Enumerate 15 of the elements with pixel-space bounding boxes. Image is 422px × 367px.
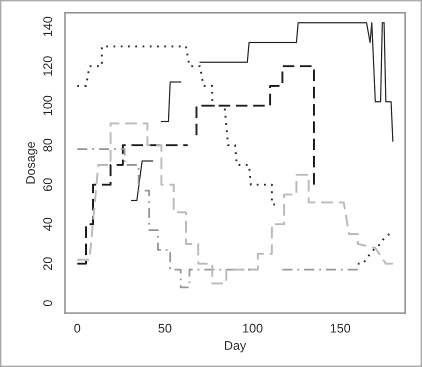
y-axis-title: Dosage [26, 142, 38, 184]
y-tick-label: 20 [43, 257, 52, 270]
x-tick-label: 50 [158, 324, 172, 333]
x-tick-label: 100 [243, 324, 263, 333]
x-tick-label: 150 [330, 324, 350, 333]
y-tick-label: 140 [43, 16, 52, 36]
x-tick-label: 0 [74, 324, 80, 333]
line-series [76, 122, 394, 284]
y-tick-label: 100 [43, 96, 52, 116]
y-tick-label: 60 [43, 178, 52, 191]
y-tick-label: 80 [43, 138, 52, 152]
y-tick-label: 120 [43, 56, 52, 76]
x-axis-title: Day [224, 341, 246, 352]
y-tick-label: 40 [43, 218, 52, 231]
y-tick-label: 0 [43, 300, 52, 306]
